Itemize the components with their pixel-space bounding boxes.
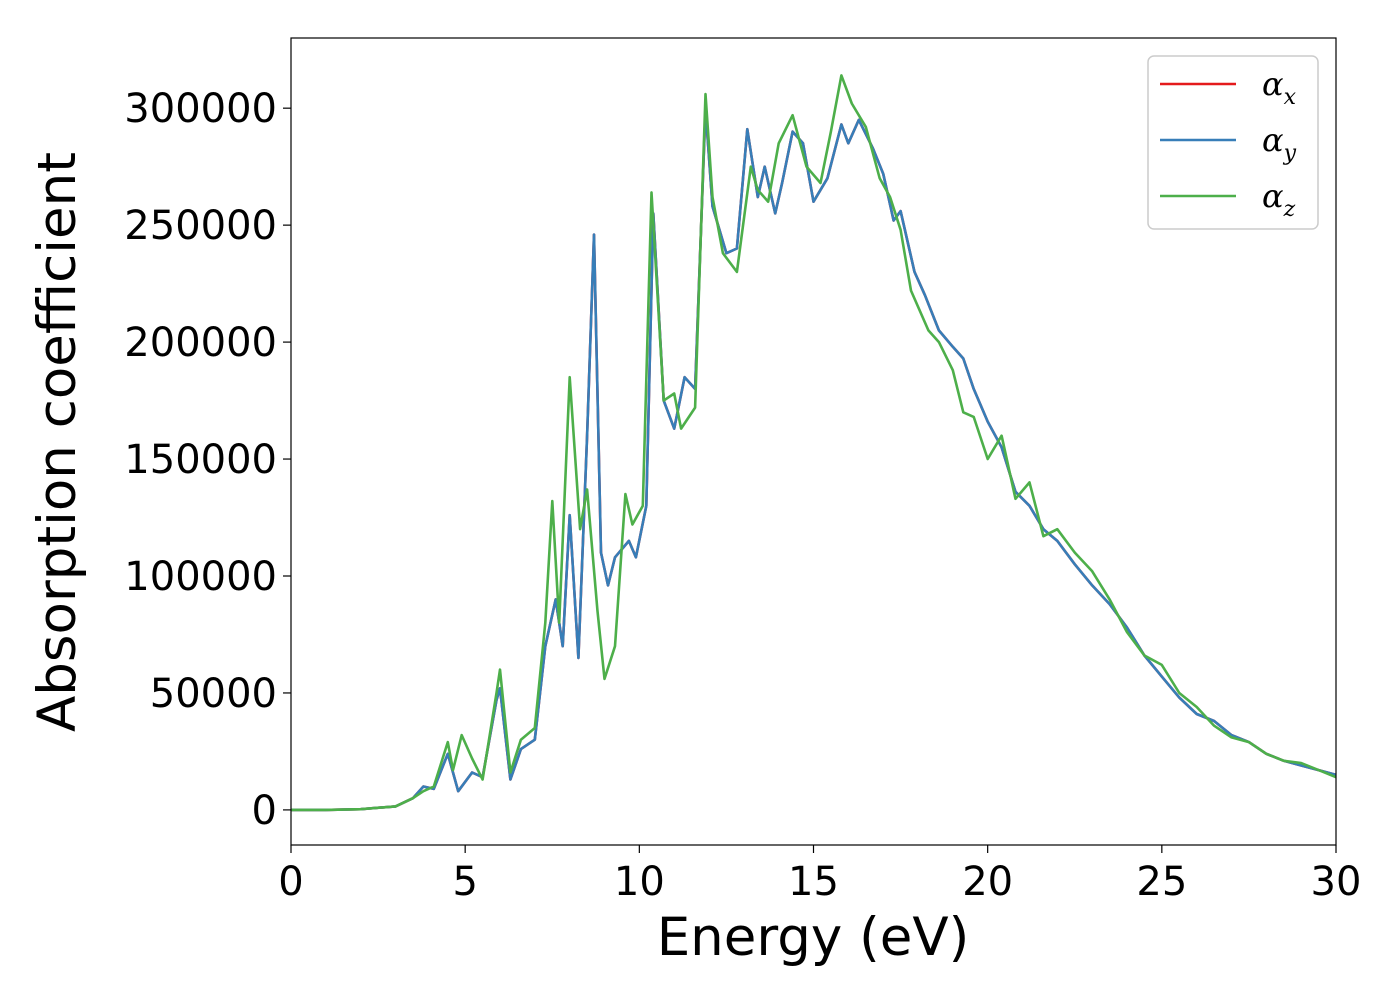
y-axis: 0 50000 100000 150000 200000 250000 300000 [124, 86, 291, 834]
x-tick-label: 15 [788, 859, 839, 905]
y-axis-label: Absorption coefficient [27, 152, 88, 732]
y-tick-label: 300000 [124, 86, 277, 132]
x-tick-label: 10 [614, 859, 665, 905]
series-layer [291, 74, 1336, 812]
x-axis-label: Energy (eV) [657, 907, 970, 968]
legend-label-z: αz [1262, 177, 1296, 222]
y-tick-label: 50000 [150, 671, 277, 717]
legend-box [1147, 55, 1319, 230]
x-axis: 0 5 10 15 20 25 30 [278, 845, 1361, 905]
x-tick-label: 5 [452, 859, 477, 905]
x-tick-label: 30 [1311, 859, 1362, 905]
y-tick-label: 0 [252, 788, 277, 834]
y-tick-label: 100000 [124, 554, 277, 600]
y-tick-label: 150000 [124, 437, 277, 483]
legend: αx αy αz [1147, 55, 1319, 230]
x-tick-label: 0 [278, 859, 303, 905]
y-tick-label: 200000 [124, 320, 277, 366]
y-tick-label: 250000 [124, 203, 277, 249]
legend-label-x: αx [1262, 65, 1297, 110]
x-tick-label: 25 [1136, 859, 1187, 905]
x-tick-label: 20 [962, 859, 1013, 905]
series-line-z [291, 74, 1336, 812]
legend-label-y: αy [1262, 121, 1297, 166]
